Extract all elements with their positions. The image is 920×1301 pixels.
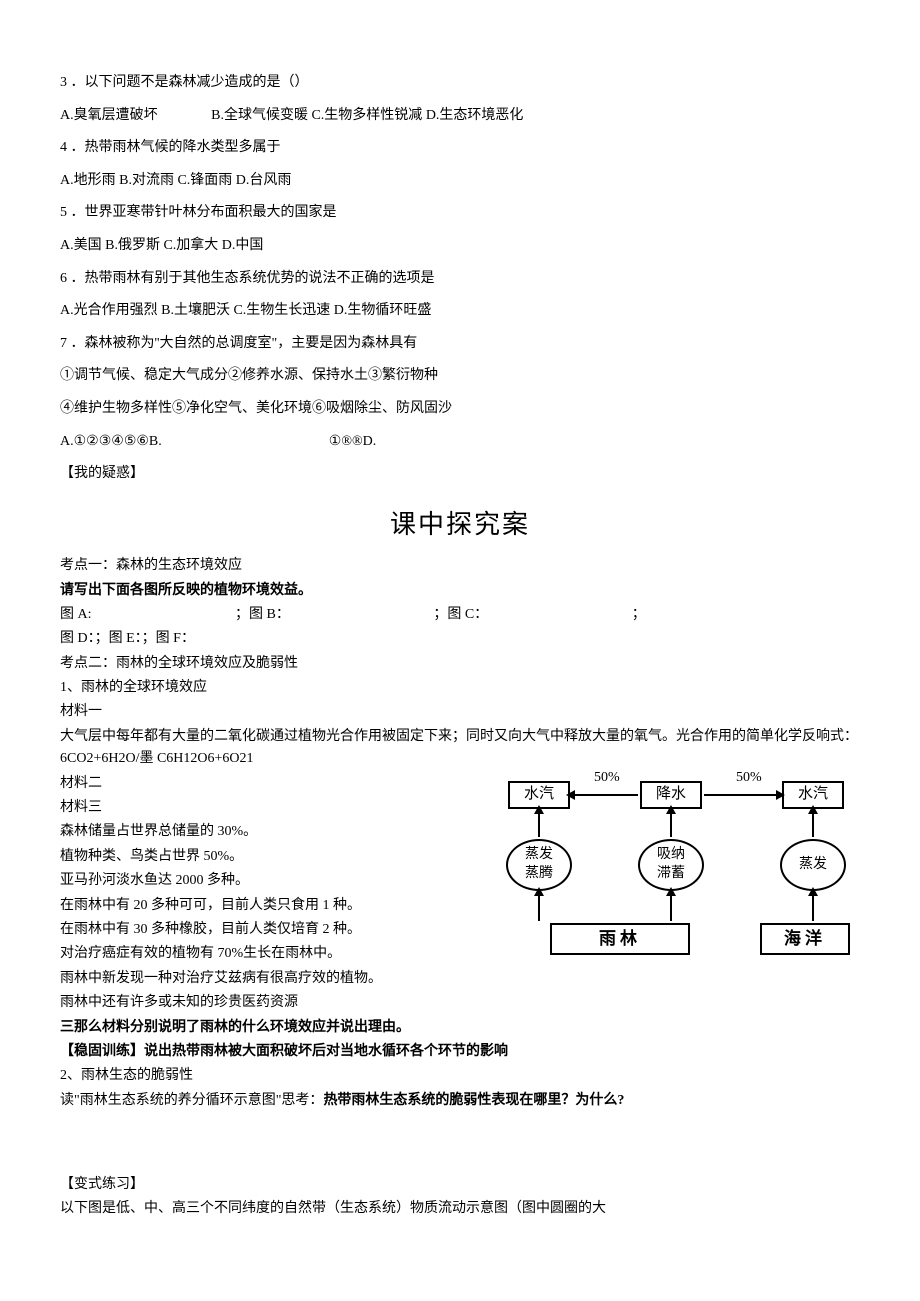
evap-ocean-label: 蒸发 (799, 856, 827, 874)
kp1-fig-sep: ； (632, 607, 646, 622)
question-4-options: A.地形雨 B.对流雨 C.锋面雨 D.台风雨 (60, 168, 860, 195)
absorb-label2: 滞蓄 (657, 865, 685, 883)
arrowhead-v3 (808, 805, 818, 814)
material-1-text: 大气层中每年都有大量的二氧化碳通过植物光合作用被固定下来；同时又向大气中释放大量… (60, 726, 860, 771)
node-evap-ocean: 蒸发 (780, 839, 846, 891)
arrow-top-left (572, 794, 638, 796)
kp2-sub1: 1、雨林的全球环境效应 (60, 677, 860, 699)
kp2-question: 三那么材料分别说明了雨林的什么环境效应并说出理由。 (60, 1017, 860, 1039)
node-absorb-store: 吸纳 滞蓄 (638, 839, 704, 891)
m3-line-4: 在雨林中有 30 多种橡胶，目前人类仅培育 2 种。 (60, 919, 480, 941)
arrowhead-top-left (566, 790, 575, 800)
question-3-stem: 3 ．以下问题不是森林减少造成的是（） (60, 70, 860, 97)
kp1-fig-b: ；图 B： (235, 607, 290, 622)
arrowhead-v6 (808, 887, 818, 896)
kp1-row2: 图 D：；图 E：；图 F： (60, 628, 860, 650)
label-50-right: 50% (736, 767, 762, 789)
node-ocean: 海洋 (760, 923, 850, 955)
question-7-line1: ①调节气候、稳定大气成分②修养水源、保持水土③繁衍物种 (60, 363, 860, 390)
arrowhead-v1 (534, 805, 544, 814)
m3-line-6: 雨林中新发现一种对治疗艾兹病有很高疗效的植物。 (60, 968, 480, 990)
question-6-options: A.光合作用强烈 B.土壤肥沃 C.生物生长迅速 D.生物循环旺盛 (60, 298, 860, 325)
arrowhead-v5 (666, 887, 676, 896)
water-cycle-diagram: 水汽 降水 水汽 50% 50% 蒸发 蒸腾 吸纳 滞蓄 (490, 773, 860, 963)
q3-opt-c: C.生物多样性锐减 (311, 108, 422, 123)
q3-opt-b: B.全球气候变暖 (211, 108, 308, 123)
kp2-read: 读"雨林生态系统的养分循环示意图"思考：热带雨林生态系统的脆弱性表现在哪里？为什… (60, 1090, 860, 1112)
kp2-read-bold: 热带雨林生态系统的脆弱性表现在哪里？为什么? (323, 1093, 624, 1108)
question-5-stem: 5 ．世界亚寒带针叶林分布面积最大的国家是 (60, 200, 860, 227)
question-4-stem: 4 ．热带雨林气候的降水类型多属于 (60, 135, 860, 162)
m3-line-0: 森林储量占世界总储量的 30%。 (60, 821, 480, 843)
arrow-v6 (812, 893, 814, 921)
arrowhead-top-right (776, 790, 785, 800)
kp1-task: 请写出下面各图所反映的植物环境效益。 (60, 580, 860, 602)
kp1-fig-c: ；图 C： (433, 607, 488, 622)
kp2-training: 【稳固训练】说出热带雨林被大面积破坏后对当地水循环各个环节的影响 (60, 1041, 860, 1063)
material-3-heading: 材料三 (60, 797, 480, 819)
m3-line-5: 对治疗癌症有效的植物有 70%生长在雨林中。 (60, 943, 480, 965)
arrowhead-v2 (666, 805, 676, 814)
absorb-label1: 吸纳 (657, 846, 685, 864)
evap-label2: 蒸腾 (525, 865, 553, 883)
node-evap-transp: 蒸发 蒸腾 (506, 839, 572, 891)
q7-opt-b: ①®®D. (329, 434, 376, 449)
m3-line-7: 雨林中还有许多或未知的珍贵医药资源 (60, 992, 480, 1014)
kp1-row1: 图 A: ；图 B： ；图 C： ； (60, 604, 860, 626)
question-6-stem: 6 ．热带雨林有别于其他生态系统优势的说法不正确的选项是 (60, 266, 860, 293)
question-7-line2: ④维护生物多样性⑤净化空气、美化环境⑥吸烟除尘、防风固沙 (60, 396, 860, 423)
kp2-heading: 考点二：雨林的全球环境效应及脆弱性 (60, 653, 860, 675)
arrow-v4 (538, 893, 540, 921)
q3-opt-d: D.生态环境恶化 (426, 108, 524, 123)
q3-opt-a: A.臭氧层遭破坏 (60, 108, 158, 123)
arrowhead-v4 (534, 887, 544, 896)
arrow-v5 (670, 893, 672, 921)
material-1-heading: 材料一 (60, 701, 860, 723)
my-doubt-heading: 【我的疑惑】 (60, 461, 860, 488)
variant-heading: 【变式练习】 (60, 1174, 860, 1196)
material-2-heading: 材料二 (60, 773, 480, 795)
kp2-sub2: 2、雨林生态的脆弱性 (60, 1065, 860, 1087)
arrow-v2 (670, 811, 672, 837)
arrow-top-right (704, 794, 780, 796)
question-7-stem: 7 ．森林被称为''大自然的总调度室"，主要是因为森林具有 (60, 331, 860, 358)
question-5-options: A.美国 B.俄罗斯 C.加拿大 D.中国 (60, 233, 860, 260)
kp1-heading: 考点一：森林的生态环境效应 (60, 555, 860, 577)
arrow-v1 (538, 811, 540, 837)
question-7-options: A.①②③④⑤⑥B. ①®®D. (60, 429, 860, 456)
question-3-options: A.臭氧层遭破坏 B.全球气候变暖 C.生物多样性锐减 D.生态环境恶化 (60, 103, 860, 130)
m3-line-2: 亚马孙河淡水鱼达 2000 多种。 (60, 870, 480, 892)
inclass-title: 课中探究案 (60, 500, 860, 549)
node-rainforest: 雨林 (550, 923, 690, 955)
q7-opt-a: A.①②③④⑤⑥B. (60, 434, 162, 449)
evap-label1: 蒸发 (525, 846, 553, 864)
m3-line-1: 植物种类、鸟类占世界 50%。 (60, 846, 480, 868)
kp1-fig-a: 图 A: (60, 607, 92, 622)
kp2-read-prefix: 读"雨林生态系统的养分循环示意图"思考： (60, 1093, 323, 1108)
label-50-left: 50% (594, 767, 620, 789)
variant-text: 以下图是低、中、高三个不同纬度的自然带（生态系统）物质流动示意图（图中圆圈的大 (60, 1198, 860, 1220)
arrow-v3 (812, 811, 814, 837)
m3-line-3: 在雨林中有 20 多种可可，目前人类只食用 1 种。 (60, 895, 480, 917)
